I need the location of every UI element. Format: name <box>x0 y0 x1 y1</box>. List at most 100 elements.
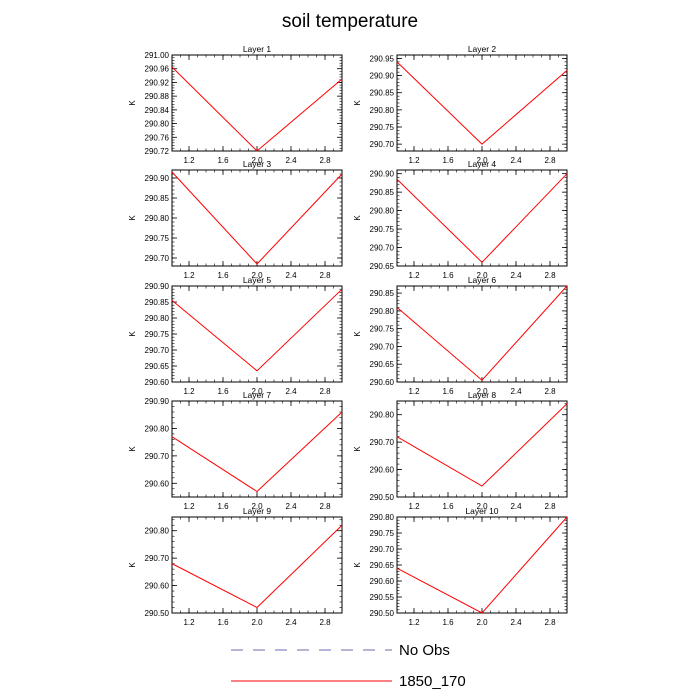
panel-title: Layer 4 <box>468 159 497 169</box>
legend-label-no-obs: No Obs <box>399 642 450 659</box>
y-tick-label: 290.70 <box>145 346 170 355</box>
y-tick-label: 290.84 <box>145 106 170 115</box>
x-tick-label: 2.4 <box>285 271 297 280</box>
x-tick-label: 2.8 <box>544 156 556 165</box>
y-axis-label: K <box>128 331 137 337</box>
y-tick-label: 290.85 <box>145 298 170 307</box>
panel-layer-1: Layer 1 1.2 1.6 2.0 2.4 2.8 291.00 290.96 290.92… <box>128 44 343 165</box>
y-axis-label: K <box>353 331 362 337</box>
x-tick-label: 2.4 <box>510 502 522 511</box>
y-tick-label: 290.90 <box>370 72 395 81</box>
legend: No Obs 1850_170 <box>231 642 466 690</box>
x-tick-label: 2.8 <box>544 271 556 280</box>
plot-frame <box>171 516 343 614</box>
plot-frame <box>171 54 343 152</box>
y-tick-label: 290.90 <box>370 170 395 179</box>
y-tick-label: 290.75 <box>370 123 395 132</box>
y-tick-label: 290.90 <box>145 282 170 291</box>
x-tick-label: 2.4 <box>285 618 297 627</box>
x-tick-label: 2.8 <box>544 502 556 511</box>
y-tick-label: 290.80 <box>370 411 395 420</box>
y-tick-label: 290.60 <box>370 466 395 475</box>
x-tick-label: 2.8 <box>319 387 331 396</box>
y-tick-label: 290.92 <box>145 78 170 87</box>
y-tick-label: 290.80 <box>145 527 170 536</box>
panel-layer-6: Layer 6 1.2 1.6 2.0 2.4 2.8 290.85 290.80 290.75… <box>353 275 568 396</box>
y-tick-label: 290.50 <box>370 609 395 618</box>
y-tick-label: 290.70 <box>145 254 170 263</box>
y-tick-label: 290.95 <box>370 54 395 63</box>
x-tick-label: 2.0 <box>476 387 488 396</box>
panel-title: Layer 1 <box>243 44 272 54</box>
y-tick-label: 290.50 <box>145 609 170 618</box>
x-tick-label: 1.6 <box>217 502 229 511</box>
y-tick-label: 290.75 <box>370 529 395 538</box>
plot-frame <box>396 285 568 383</box>
panel-grid: Layer 1 1.2 1.6 2.0 2.4 2.8 291.00 290.96 290.92… <box>128 44 568 627</box>
x-tick-label: 1.2 <box>183 271 195 280</box>
y-axis-label: K <box>353 100 362 106</box>
y-tick-label: 290.70 <box>145 554 170 563</box>
panel-title: Layer 5 <box>243 275 272 285</box>
y-tick-label: 290.65 <box>370 561 395 570</box>
y-tick-label: 290.70 <box>145 452 170 461</box>
panel-layer-4: Layer 4 1.2 1.6 2.0 2.4 2.8 290.90 290.85 290.80… <box>353 159 568 280</box>
y-axis-label: K <box>128 562 137 568</box>
panel-title: Layer 10 <box>465 506 498 516</box>
series-line-1850-170 <box>396 173 568 264</box>
y-tick-label: 290.70 <box>370 342 395 351</box>
x-tick-label: 1.2 <box>408 271 420 280</box>
panel-title: Layer 6 <box>468 275 497 285</box>
y-tick-label: 290.70 <box>370 140 395 149</box>
series-line-1850-170 <box>396 516 568 614</box>
y-tick-label: 290.65 <box>145 362 170 371</box>
y-tick-label: 290.96 <box>145 65 170 74</box>
x-tick-label: 2.8 <box>319 271 331 280</box>
x-tick-label: 2.0 <box>476 502 488 511</box>
x-tick-label: 1.6 <box>442 156 454 165</box>
series-line-1850-170 <box>171 288 343 372</box>
series-line-1850-170 <box>171 411 343 493</box>
panel-title: Layer 9 <box>243 506 272 516</box>
x-tick-label: 2.4 <box>510 618 522 627</box>
y-tick-label: 290.50 <box>370 493 395 502</box>
x-tick-label: 2.0 <box>251 156 263 165</box>
y-tick-label: 291.00 <box>145 51 170 60</box>
panel-layer-2: Layer 2 1.2 1.6 2.0 2.4 2.8 290.95 290.90 290.85… <box>353 44 568 165</box>
x-tick-label: 1.2 <box>183 156 195 165</box>
y-tick-label: 290.80 <box>145 120 170 129</box>
x-tick-label: 1.6 <box>442 271 454 280</box>
y-tick-label: 290.85 <box>370 289 395 298</box>
y-tick-label: 290.80 <box>145 424 170 433</box>
y-tick-label: 290.55 <box>370 593 395 602</box>
panel-layer-8: Layer 8 1.2 1.6 2.0 2.4 2.8 290.80 290.70 290.60… <box>353 390 568 511</box>
y-tick-label: 290.75 <box>370 325 395 334</box>
x-tick-label: 2.4 <box>285 387 297 396</box>
y-tick-label: 290.70 <box>370 438 395 447</box>
plot-frame <box>171 169 343 267</box>
y-tick-label: 290.80 <box>370 307 395 316</box>
y-tick-label: 290.72 <box>145 147 170 156</box>
y-tick-label: 290.65 <box>370 360 395 369</box>
x-tick-label: 2.0 <box>251 502 263 511</box>
x-tick-label: 1.6 <box>217 271 229 280</box>
series-line-1850-170 <box>396 403 568 487</box>
x-tick-label: 2.4 <box>510 156 522 165</box>
series-line-1850-170 <box>396 285 568 381</box>
x-tick-label: 2.0 <box>251 271 263 280</box>
y-tick-label: 290.75 <box>370 225 395 234</box>
plot-frame <box>171 400 343 498</box>
plot-frame <box>396 400 568 498</box>
panel-title: Layer 2 <box>468 44 497 54</box>
y-tick-label: 290.60 <box>145 582 170 591</box>
y-tick-label: 290.80 <box>145 314 170 323</box>
x-tick-label: 2.4 <box>285 156 297 165</box>
y-tick-label: 290.70 <box>370 244 395 253</box>
y-axis-label: K <box>128 215 137 221</box>
panel-layer-3: Layer 3 1.2 1.6 2.0 2.4 2.8 290.90 290.85 290.80… <box>128 159 343 280</box>
series-line-1850-170 <box>171 524 343 609</box>
y-tick-label: 290.60 <box>145 479 170 488</box>
x-tick-label: 2.4 <box>510 387 522 396</box>
x-tick-label: 1.2 <box>408 387 420 396</box>
plot-frame <box>171 285 343 383</box>
